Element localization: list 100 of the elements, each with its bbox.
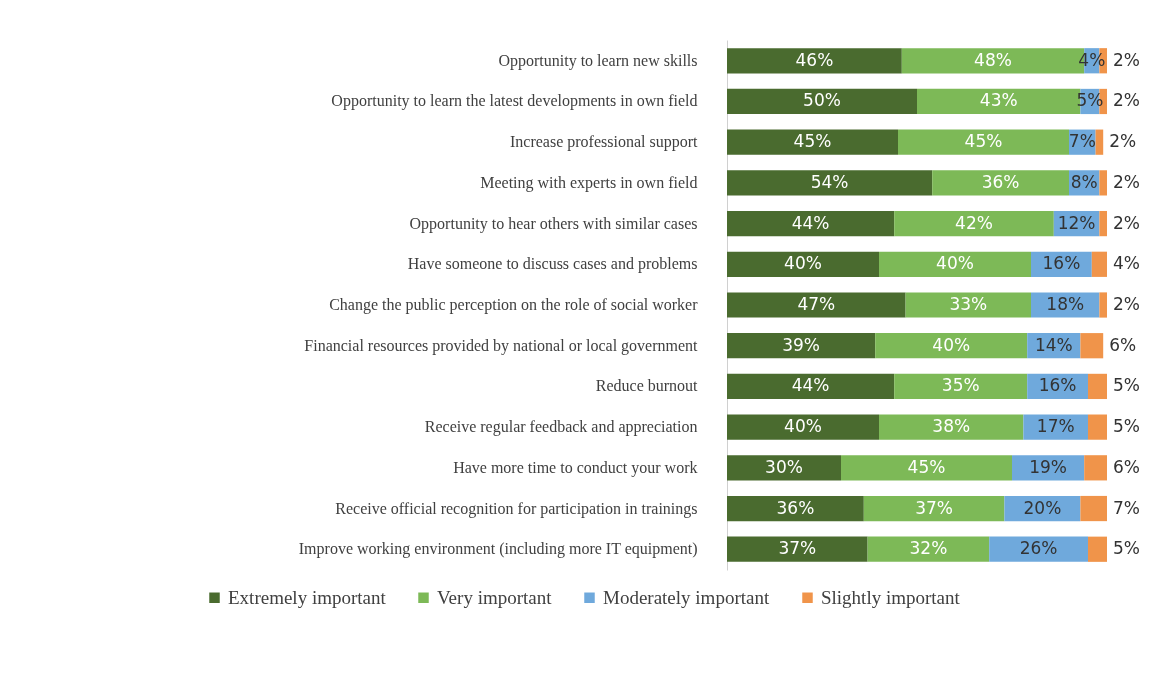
- bar: [905, 292, 1031, 318]
- bar: [867, 536, 990, 562]
- data-label: 36%: [776, 497, 815, 518]
- bar: [727, 536, 868, 562]
- data-label: 30%: [765, 456, 803, 477]
- data-label: 7%: [1068, 131, 1096, 152]
- data-label: 40%: [784, 416, 822, 437]
- data-label: 5%: [1113, 538, 1140, 559]
- bar: [1099, 170, 1107, 196]
- y-tick-label: Opportunity to hear others with similar cases: [409, 214, 698, 233]
- data-label: 45%: [964, 131, 1003, 152]
- data-label: 16%: [1038, 375, 1077, 396]
- data-label: 42%: [955, 212, 993, 233]
- data-label: 40%: [936, 253, 974, 274]
- bar: [894, 210, 1054, 237]
- bar: [932, 170, 1069, 196]
- y-tick-label: Meeting with experts in own field: [480, 173, 698, 192]
- data-label: 20%: [1023, 497, 1062, 518]
- y-tick-label: Receive official recognition for participation in trainings: [335, 499, 698, 518]
- y-tick-label: Receive regular feedback and appreciation: [424, 418, 698, 437]
- data-label: 19%: [1029, 456, 1067, 477]
- bar: [894, 373, 1028, 400]
- data-label: 26%: [1019, 538, 1058, 559]
- data-label: 18%: [1046, 294, 1085, 314]
- data-label: 44%: [791, 375, 830, 396]
- data-label: 2%: [1113, 212, 1140, 233]
- legend-label: Moderately important: [603, 586, 770, 608]
- bar: [727, 251, 879, 277]
- data-label: 33%: [949, 294, 988, 314]
- data-label: 37%: [915, 497, 953, 518]
- legend-label: Very important: [437, 586, 553, 608]
- data-label: 14%: [1034, 334, 1073, 355]
- data-label: 32%: [909, 538, 948, 559]
- bar: [879, 414, 1024, 440]
- bar: [727, 292, 906, 318]
- data-label: 6%: [1109, 334, 1137, 355]
- data-label: 45%: [907, 456, 946, 477]
- y-tick-label: Financial resources provided by national or local government: [304, 336, 699, 355]
- data-label: 2%: [1113, 49, 1140, 70]
- data-label: 43%: [979, 90, 1018, 111]
- data-label: 5%: [1113, 416, 1140, 437]
- data-label: 37%: [778, 538, 817, 559]
- bar: [1084, 455, 1107, 481]
- y-tick-label: Improve working environment (including more IT equipment): [298, 540, 698, 559]
- bar: [879, 251, 1031, 277]
- bar: [727, 210, 895, 237]
- y-tick-label: Have more time to conduct your work: [453, 458, 698, 477]
- legend-label: Slightly important: [821, 586, 961, 608]
- bar: [727, 414, 879, 440]
- data-label: 2%: [1113, 294, 1140, 314]
- y-tick-label: Opportunity to learn the latest developments in own field: [331, 92, 698, 111]
- bar: [727, 455, 841, 481]
- bar: [1091, 251, 1107, 277]
- y-tick-label: Increase professional support: [510, 133, 699, 152]
- bar: [727, 333, 876, 359]
- bar: [1088, 414, 1107, 440]
- bar: [841, 455, 1012, 481]
- bar: [1095, 129, 1104, 155]
- y-tick-label: Change the public perception on the role of social worker: [329, 296, 699, 314]
- data-label: 4%: [1113, 253, 1140, 274]
- bar: [898, 129, 1069, 155]
- bar: [1088, 536, 1107, 562]
- data-label: 16%: [1042, 253, 1081, 274]
- bar: [727, 88, 917, 115]
- data-label: 8%: [1070, 171, 1098, 192]
- data-label: 50%: [803, 90, 841, 111]
- bar: [727, 48, 902, 74]
- data-label: 2%: [1113, 90, 1140, 111]
- bar: [727, 129, 898, 155]
- data-label: 2%: [1113, 171, 1140, 192]
- bar: [1099, 210, 1107, 237]
- data-label: 39%: [782, 334, 820, 355]
- data-label: 54%: [810, 171, 849, 192]
- legend-label: Extremely important: [228, 586, 387, 608]
- data-label: 48%: [974, 49, 1012, 70]
- bar: [727, 495, 864, 522]
- data-label: 44%: [791, 212, 830, 233]
- bar: [727, 373, 895, 400]
- bar: [875, 333, 1028, 359]
- data-label: 40%: [784, 253, 822, 274]
- data-label: 17%: [1036, 416, 1075, 437]
- y-tick-label: Reduce burnout: [595, 377, 699, 395]
- data-label: 5%: [1113, 375, 1140, 396]
- data-label: 6%: [1113, 456, 1140, 477]
- y-tick-label: Opportunity to learn new skills: [498, 51, 698, 70]
- data-label: 38%: [932, 416, 971, 437]
- data-label: 36%: [981, 171, 1020, 192]
- bar: [1080, 495, 1107, 522]
- bar: [1099, 292, 1107, 318]
- data-label: 2%: [1109, 131, 1137, 152]
- data-label: 35%: [941, 375, 980, 396]
- data-label: 47%: [797, 294, 836, 314]
- data-label: 7%: [1113, 497, 1140, 518]
- data-label: 45%: [793, 131, 832, 152]
- bar: [727, 170, 933, 196]
- bar: [863, 495, 1005, 522]
- bar: [1088, 373, 1107, 400]
- y-tick-label: Have someone to discuss cases and problems: [407, 255, 698, 274]
- data-label: 12%: [1057, 212, 1096, 233]
- bar: [1080, 333, 1104, 359]
